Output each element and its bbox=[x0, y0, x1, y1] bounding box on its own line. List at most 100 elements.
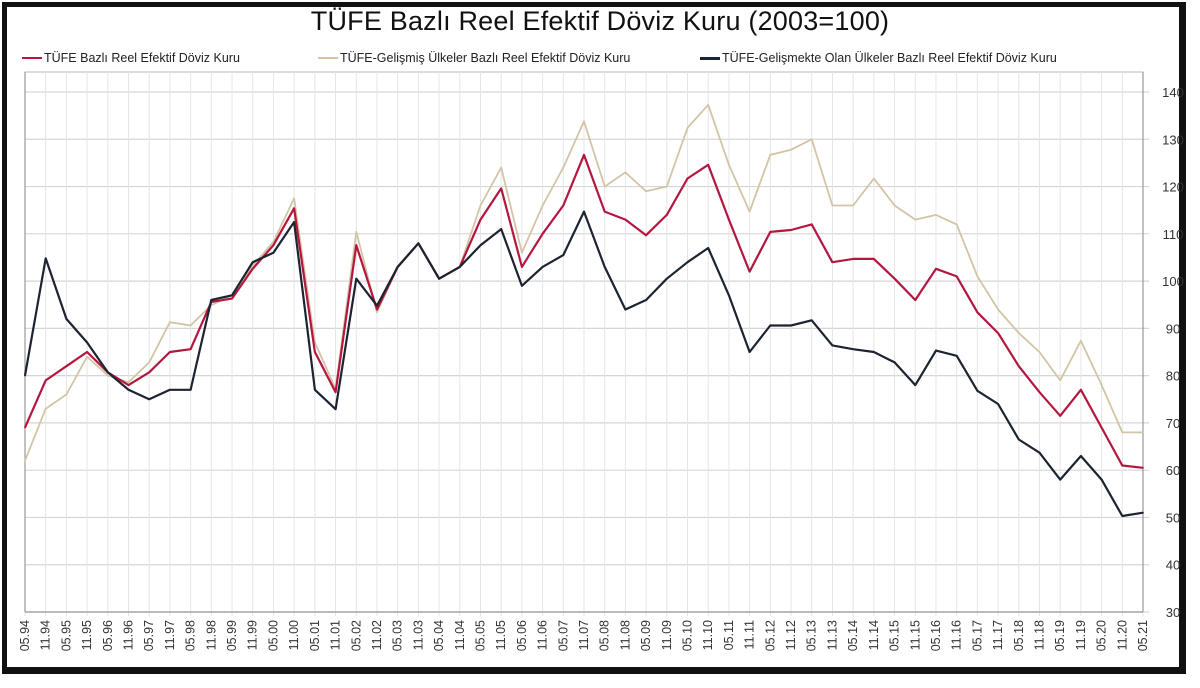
data-point-gelismis bbox=[189, 324, 192, 327]
data-point-tufe bbox=[852, 258, 854, 260]
data-point-tufe bbox=[314, 351, 316, 353]
data-point-gelismis bbox=[728, 164, 730, 166]
y-tick-label: 120 bbox=[1162, 180, 1184, 195]
data-point-tufe bbox=[831, 261, 834, 263]
data-point-gelismis bbox=[541, 204, 544, 207]
x-tick-label: 11.02 bbox=[370, 620, 384, 650]
data-point-tufe bbox=[893, 277, 896, 280]
x-tick-label: 11.03 bbox=[411, 620, 425, 650]
data-point-tufe bbox=[189, 348, 192, 350]
data-point-gelismis bbox=[790, 148, 792, 151]
chart-title: TÜFE Bazlı Reel Efektif Döviz Kuru (2003… bbox=[310, 6, 890, 36]
data-point-gelismis bbox=[500, 166, 502, 169]
legend-label-gelismis: TÜFE-Gelişmiş Ülkeler Bazlı Reel Efektif… bbox=[340, 51, 631, 65]
data-point-gelismis bbox=[997, 308, 999, 311]
data-point-tufe bbox=[976, 311, 979, 314]
data-point-gelismekte bbox=[355, 277, 358, 280]
data-point-gelismis bbox=[1080, 339, 1082, 342]
data-point-gelismis bbox=[169, 321, 171, 324]
data-point-tufe bbox=[1100, 426, 1103, 429]
data-point-gelismis bbox=[935, 214, 937, 216]
data-point-gelismekte bbox=[148, 398, 151, 401]
data-point-gelismekte bbox=[251, 261, 254, 263]
data-point-gelismis bbox=[1038, 351, 1041, 353]
x-tick-label: 11.11 bbox=[743, 620, 757, 649]
data-point-gelismekte bbox=[376, 304, 378, 307]
data-point-gelismis bbox=[521, 251, 523, 254]
data-point-gelismekte bbox=[541, 266, 544, 268]
x-tick-label: 05.94 bbox=[18, 620, 32, 651]
data-point-gelismekte bbox=[44, 257, 47, 260]
x-tick-label: 05.10 bbox=[681, 620, 695, 651]
data-point-gelismis bbox=[831, 204, 834, 207]
data-point-gelismekte bbox=[479, 244, 482, 246]
data-point-gelismis bbox=[603, 185, 606, 188]
data-point-gelismekte bbox=[728, 294, 730, 297]
x-tick-label: 11.10 bbox=[701, 620, 715, 650]
x-tick-label: 11.95 bbox=[80, 620, 94, 650]
data-point-gelismis bbox=[251, 264, 254, 267]
y-tick-label: 100 bbox=[1162, 274, 1184, 289]
data-point-tufe bbox=[790, 229, 792, 231]
data-point-gelismekte bbox=[396, 266, 399, 268]
data-point-gelismis bbox=[355, 231, 358, 233]
data-point-gelismis bbox=[1100, 384, 1103, 386]
data-point-gelismekte bbox=[458, 266, 461, 268]
legend-item-gelismekte: TÜFE-Gelişmekte Olan Ülkeler Bazlı Reel … bbox=[700, 51, 1057, 65]
x-tick-label: 05.08 bbox=[598, 620, 612, 651]
data-point-gelismekte bbox=[1017, 438, 1020, 441]
data-point-gelismis bbox=[148, 361, 151, 364]
data-point-tufe bbox=[1121, 464, 1124, 467]
data-point-gelismis bbox=[293, 197, 295, 200]
x-tick-label: 05.96 bbox=[101, 620, 115, 651]
data-point-gelismis bbox=[562, 166, 565, 169]
y-tick-label: 60 bbox=[1166, 463, 1180, 478]
data-point-tufe bbox=[272, 244, 275, 246]
x-tick-label: 05.05 bbox=[473, 620, 487, 651]
data-point-gelismekte bbox=[583, 210, 585, 213]
x-tick-label: 05.19 bbox=[1053, 620, 1067, 651]
legend-swatch-tufe bbox=[22, 57, 42, 59]
x-tick-label: 11.09 bbox=[660, 620, 674, 650]
data-point-gelismekte bbox=[624, 308, 627, 311]
data-point-gelismis bbox=[376, 311, 378, 314]
data-point-tufe bbox=[376, 308, 378, 311]
data-point-gelismis bbox=[748, 210, 751, 213]
data-point-tufe bbox=[1017, 365, 1020, 367]
data-point-gelismekte bbox=[810, 319, 813, 322]
x-tick-label: 11.20 bbox=[1115, 620, 1129, 650]
data-point-tufe bbox=[500, 187, 502, 190]
y-tick-label: 50 bbox=[1166, 510, 1180, 525]
data-point-gelismis bbox=[127, 381, 130, 384]
x-tick-label: 11.15 bbox=[908, 620, 922, 650]
data-point-gelismekte bbox=[293, 221, 295, 223]
y-tick-label: 40 bbox=[1166, 558, 1180, 573]
data-point-gelismis bbox=[479, 204, 482, 207]
data-point-gelismekte bbox=[231, 294, 233, 297]
x-tick-label: 11.94 bbox=[39, 620, 53, 650]
data-point-gelismis bbox=[1142, 431, 1144, 434]
data-point-gelismekte bbox=[500, 228, 502, 230]
data-point-gelismekte bbox=[1080, 455, 1082, 457]
data-point-gelismekte bbox=[127, 389, 130, 391]
data-point-tufe bbox=[748, 270, 751, 273]
data-point-gelismis bbox=[624, 171, 627, 174]
data-point-tufe bbox=[251, 268, 254, 270]
legend-label-tufe: TÜFE Bazlı Reel Efektif Döviz Kuru bbox=[44, 51, 240, 65]
data-point-gelismis bbox=[1121, 431, 1124, 434]
x-tick-label: 11.12 bbox=[784, 620, 798, 650]
data-point-tufe bbox=[334, 391, 337, 393]
x-tick-label: 05.09 bbox=[639, 620, 653, 651]
legend-item-tufe: TÜFE Bazlı Reel Efektif Döviz Kuru bbox=[22, 51, 240, 65]
x-tick-label: 05.04 bbox=[432, 620, 446, 651]
data-point-tufe bbox=[355, 244, 358, 246]
data-point-gelismis bbox=[955, 223, 958, 226]
data-point-gelismis bbox=[873, 177, 875, 180]
x-tick-label: 11.07 bbox=[577, 620, 591, 650]
data-point-gelismekte bbox=[976, 389, 979, 392]
data-point-tufe bbox=[127, 384, 130, 386]
data-point-gelismekte bbox=[314, 389, 316, 391]
data-point-gelismis bbox=[686, 127, 689, 129]
data-point-gelismekte bbox=[1121, 515, 1124, 517]
